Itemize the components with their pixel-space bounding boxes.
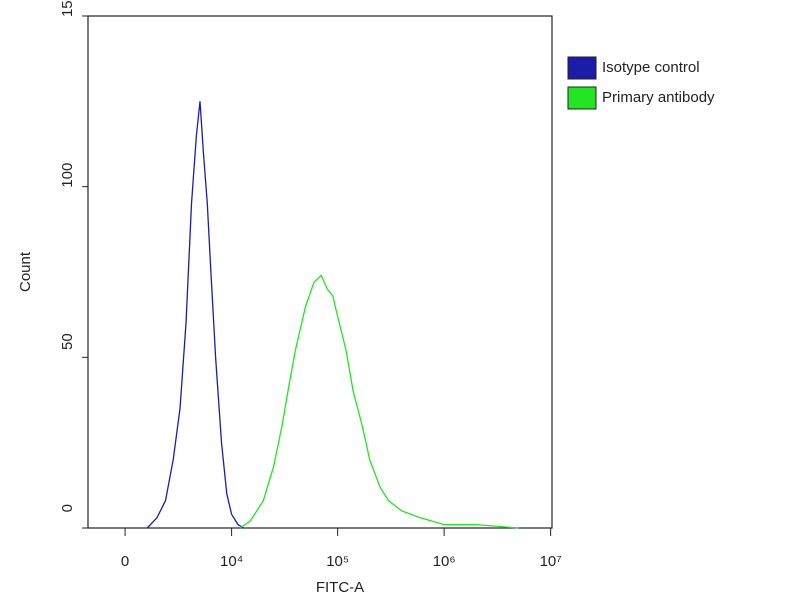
x-axis-label: FITC-A [316, 579, 364, 596]
x-tick-label: 10⁵ [326, 553, 349, 570]
histogram-line [239, 274, 519, 529]
histogram-line [146, 101, 244, 529]
x-tick-label: 10⁴ [220, 553, 243, 570]
plot-frame [87, 15, 553, 529]
legend-label: Isotype control [602, 59, 700, 76]
y-tick-label: 150 [59, 0, 76, 17]
legend-swatch [567, 86, 597, 110]
y-tick-label: 100 [59, 163, 76, 188]
y-tick-label: 0 [59, 504, 76, 512]
x-tick-label: 10⁶ [433, 553, 456, 570]
y-tick-label: 50 [59, 333, 76, 350]
x-tick-label: 10⁷ [540, 553, 562, 570]
x-tick-label: 0 [121, 553, 129, 570]
legend-label: Primary antibody [602, 89, 715, 106]
y-axis-label: Count [17, 251, 34, 292]
legend-swatch [567, 56, 597, 80]
